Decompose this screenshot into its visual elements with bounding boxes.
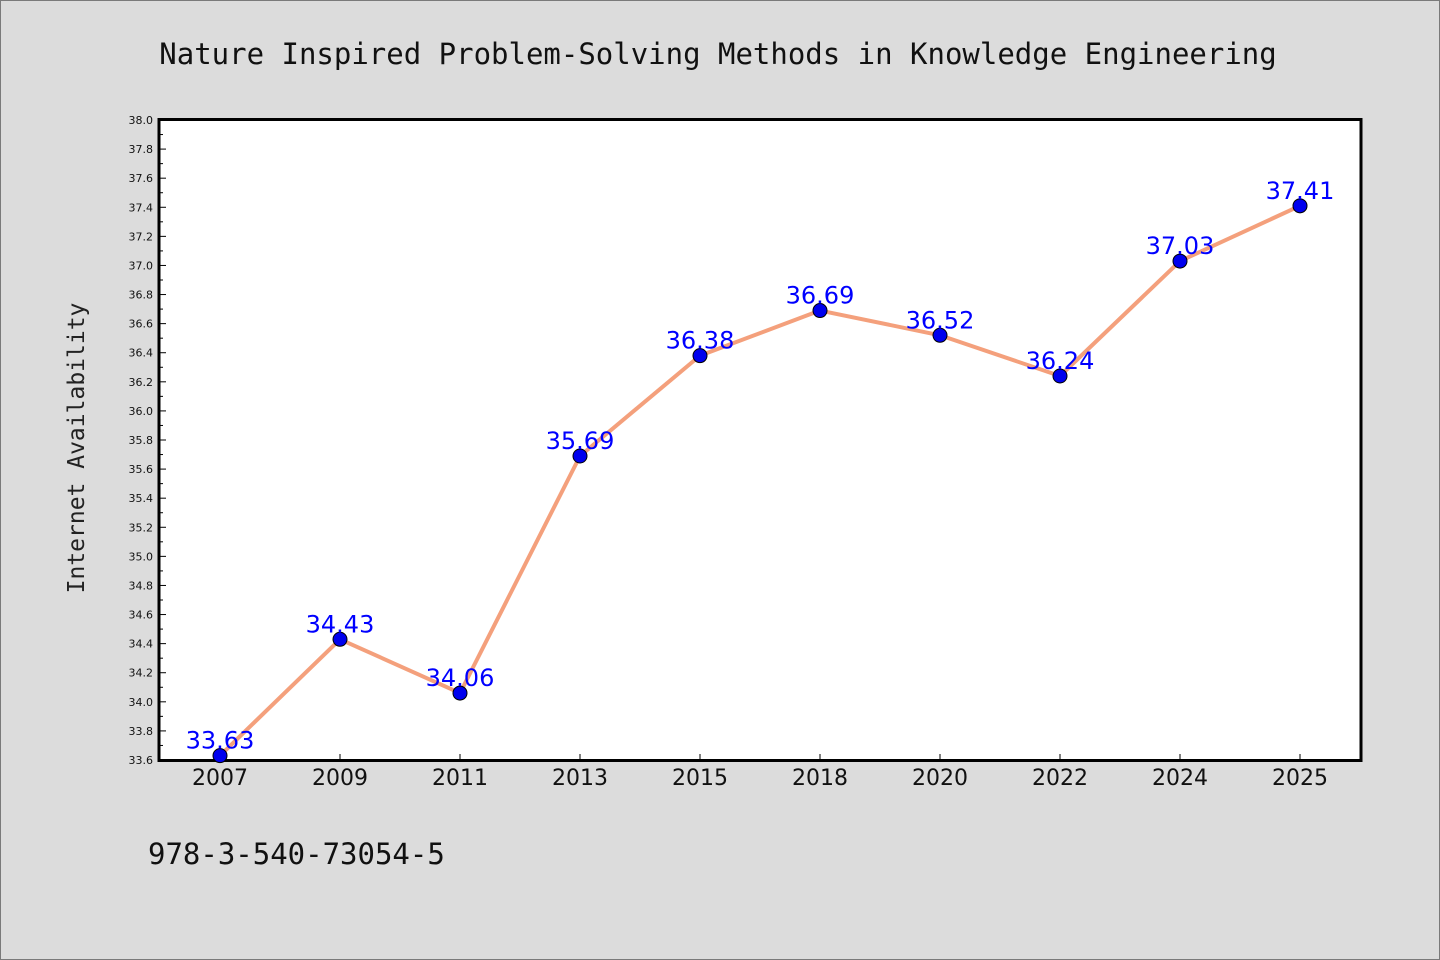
data-label: 36.69 (786, 282, 855, 310)
y-axis-label: Internet Availability (64, 303, 90, 594)
x-tick-label: 2024 (1152, 766, 1208, 791)
x-axis-ticks: 2007 2009 2011 2013 2015 2018 2020 2022 2024 2025 (192, 754, 1328, 791)
y-tick-label: 34.6 (129, 609, 154, 622)
y-tick-label: 37.8 (129, 143, 154, 156)
x-tick-label: 2018 (792, 766, 848, 791)
isbn-code: 978-3-540-73054-5 (148, 837, 445, 871)
x-tick-label: 2015 (672, 766, 728, 791)
y-tick-label: 36.0 (129, 405, 154, 418)
data-label: 36.38 (666, 327, 735, 355)
x-tick-label: 2011 (432, 766, 488, 791)
y-tick-label: 35.4 (129, 492, 154, 505)
data-label: 34.06 (426, 664, 495, 692)
plot-area (157, 118, 1363, 762)
x-tick-label: 2020 (912, 766, 968, 791)
y-tick-label: 35.0 (129, 550, 154, 563)
y-tick-label: 36.6 (129, 318, 154, 331)
y-tick-label: 33.6 (129, 754, 154, 767)
y-tick-label: 37.0 (129, 259, 154, 272)
data-point (332, 631, 348, 647)
data-label: 34.43 (306, 610, 375, 638)
data-point (572, 448, 588, 464)
series-line (218, 203, 1302, 758)
data-point (932, 327, 948, 343)
series-line-group (218, 203, 1302, 758)
y-tick-label: 36.8 (129, 289, 154, 302)
x-tick-label: 2009 (312, 766, 368, 791)
chart-title: Nature Inspired Problem-Solving Methods … (159, 37, 1276, 71)
y-tick-label: 37.6 (129, 172, 154, 185)
x-tick-label: 2007 (192, 766, 248, 791)
data-markers (212, 198, 1308, 764)
data-label: 37.03 (1146, 232, 1215, 260)
y-tick-label: 36.4 (129, 347, 154, 360)
y-tick-label: 36.2 (129, 376, 154, 389)
data-point (692, 348, 708, 364)
data-point (812, 303, 828, 319)
data-label: 36.52 (906, 306, 975, 334)
data-point (1292, 198, 1308, 214)
data-point (1172, 253, 1188, 269)
data-point (212, 748, 228, 764)
data-labels: 33.63 34.43 34.06 35.69 36.38 36.69 36.52 36.24… (186, 177, 1335, 755)
y-axis-ticks: 33.6 33.8 34.0 34.2 34.4 34.6 34.8 35.0 35.2 35.4… (129, 114, 166, 767)
x-tick-label: 2013 (552, 766, 608, 791)
data-label: 36.24 (1026, 347, 1095, 375)
y-tick-label: 33.8 (129, 725, 154, 738)
y-tick-label: 37.4 (129, 201, 154, 214)
data-label: 35.69 (546, 427, 615, 455)
y-tick-label: 37.2 (129, 230, 154, 243)
data-point (1052, 368, 1068, 384)
y-tick-label: 34.2 (129, 667, 154, 680)
data-point (452, 685, 468, 701)
y-tick-label: 34.0 (129, 696, 154, 709)
y-tick-label: 35.2 (129, 521, 154, 534)
y-tick-label: 34.4 (129, 638, 154, 651)
y-tick-label: 34.8 (129, 579, 154, 592)
data-label: 37.41 (1266, 177, 1335, 205)
x-tick-label: 2022 (1032, 766, 1088, 791)
y-tick-label: 38.0 (129, 114, 154, 127)
y-tick-label: 35.6 (129, 463, 154, 476)
data-label: 33.63 (186, 727, 255, 755)
x-tick-label: 2025 (1272, 766, 1328, 791)
y-tick-label: 35.8 (129, 434, 154, 447)
